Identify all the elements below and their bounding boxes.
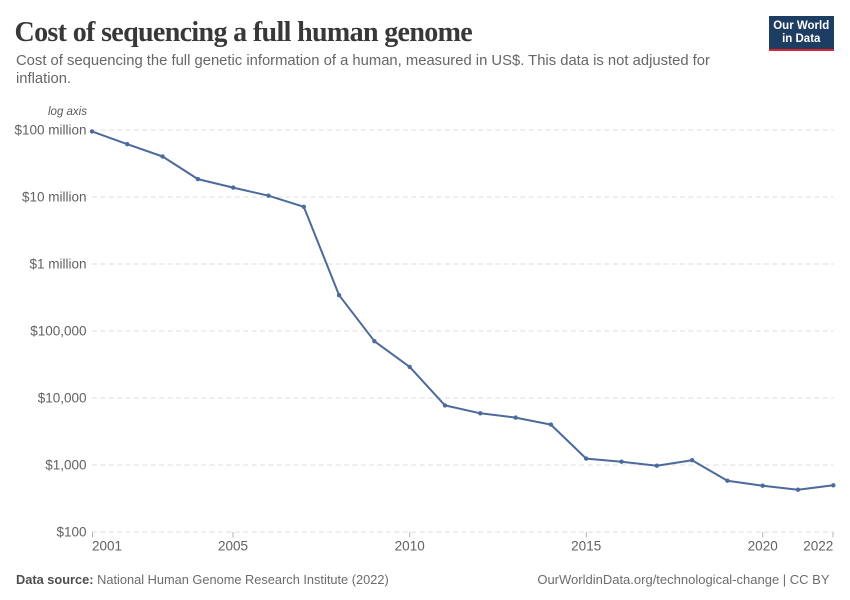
- svg-text:$100 million: $100 million: [14, 123, 86, 138]
- svg-text:$100,000: $100,000: [30, 324, 86, 339]
- svg-text:2001: 2001: [92, 539, 122, 554]
- svg-text:$100: $100: [56, 525, 86, 540]
- svg-text:2022: 2022: [803, 539, 833, 554]
- svg-text:$10,000: $10,000: [38, 391, 87, 406]
- svg-text:2020: 2020: [748, 539, 778, 554]
- svg-text:$1 million: $1 million: [29, 257, 86, 272]
- svg-text:$10 million: $10 million: [22, 190, 87, 205]
- svg-text:2015: 2015: [571, 539, 601, 554]
- svg-text:2010: 2010: [395, 539, 425, 554]
- svg-text:log axis: log axis: [48, 106, 87, 118]
- svg-text:2005: 2005: [218, 539, 248, 554]
- svg-text:$1,000: $1,000: [45, 458, 86, 473]
